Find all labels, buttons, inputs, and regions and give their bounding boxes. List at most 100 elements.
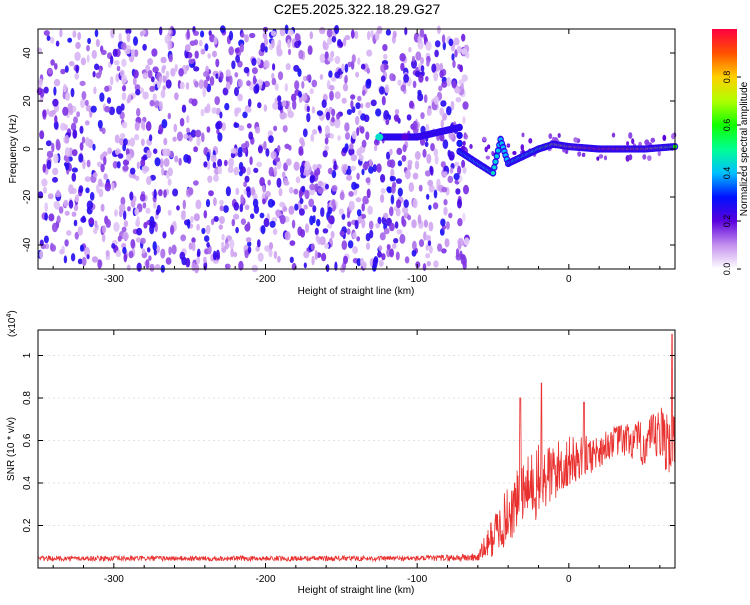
- spectrogram-cell: [291, 93, 297, 102]
- spectrogram-cell: [158, 76, 163, 84]
- spectrogram-cell: [284, 83, 288, 92]
- spectrogram-cell: [82, 159, 86, 170]
- spectrogram-cell: [342, 37, 347, 47]
- spectrogram-cell: [307, 45, 313, 55]
- spectrogram-cell: [456, 45, 462, 54]
- spectrogram-cell: [319, 74, 324, 80]
- spectrogram-cell: [243, 66, 250, 74]
- spectrogram-x-ticks: -300 -200 -100 0: [52, 29, 661, 285]
- spectrogram-cell: [329, 237, 333, 245]
- spectrogram-cell: [122, 231, 129, 241]
- spectrogram-cell: [411, 249, 417, 257]
- spectrogram-cell: [152, 66, 159, 73]
- spectrogram-cell: [271, 39, 275, 49]
- spectrogram-cell: [348, 200, 355, 211]
- spectrogram-cell: [223, 159, 228, 167]
- spectrogram-cell: [366, 49, 373, 57]
- spectrogram-cell: [394, 221, 399, 229]
- spectrogram-cell: [161, 167, 165, 176]
- spectrogram-cell: [439, 62, 444, 71]
- spectrogram-cell: [383, 212, 389, 219]
- spectrogram-cell: [126, 153, 132, 162]
- spectrogram-cell: [349, 143, 354, 150]
- spectrogram-cell: [309, 183, 316, 191]
- spectrogram-cell: [263, 37, 269, 46]
- spectrogram-cell: [247, 246, 252, 254]
- spectrogram-cell: [420, 57, 424, 65]
- spectrogram-cell: [46, 35, 51, 41]
- spectrogram-cell: [331, 185, 338, 192]
- spectrogram-cell: [403, 74, 409, 83]
- spectrogram-cell: [237, 93, 243, 102]
- spectrogram-cell: [314, 250, 318, 260]
- signal-cell: [626, 141, 630, 146]
- spectrogram-cell: [389, 148, 393, 156]
- spectrogram-cell: [397, 79, 402, 86]
- spectrogram-cell: [331, 35, 337, 43]
- spectrogram-cell: [265, 190, 271, 198]
- spectrogram-cell: [378, 245, 383, 252]
- spectrogram-cell: [365, 102, 371, 109]
- spectrogram-cell: [344, 122, 350, 132]
- spectrogram-cell: [134, 121, 140, 131]
- spectrogram-cell: [248, 131, 254, 140]
- spectrogram-cell: [437, 25, 441, 35]
- spectrogram-cell: [322, 228, 329, 234]
- signal-cell: [457, 141, 462, 146]
- spectrogram-cell: [253, 204, 260, 214]
- spectrogram-cell: [162, 231, 167, 239]
- spectrogram-cell: [334, 120, 341, 129]
- signal-cell: [521, 132, 525, 138]
- spectrogram-cell: [431, 63, 437, 73]
- spectrogram-cell: [414, 151, 421, 160]
- spectrogram-cell: [402, 144, 407, 153]
- spectrogram-cell: [324, 137, 329, 145]
- spectrogram-cell: [74, 194, 80, 203]
- snr-multiplier-exponent: 4: [6, 314, 13, 318]
- spectrogram-cell: [424, 141, 429, 148]
- spectrogram-cell: [422, 263, 427, 272]
- spectrogram-cell: [145, 64, 151, 73]
- spectrogram-cell: [78, 185, 84, 194]
- spectrogram-cell: [191, 98, 198, 107]
- spectrogram-cell: [217, 132, 223, 142]
- spectrogram-cell: [221, 122, 226, 131]
- spectrogram-cell: [425, 244, 429, 251]
- spectrogram-cell: [417, 35, 422, 44]
- spectrogram-cell: [233, 251, 238, 258]
- spectrogram-cell: [193, 213, 200, 222]
- spectrogram-cell: [79, 80, 86, 87]
- spectrogram-cell: [133, 49, 139, 57]
- spectrogram-cell: [120, 196, 126, 206]
- spectrogram-cell: [454, 49, 458, 58]
- spectrogram-cell: [460, 255, 467, 266]
- spectrogram-cell: [74, 51, 81, 61]
- spectrogram-cell: [285, 63, 291, 71]
- spectrogram-cell: [365, 242, 371, 250]
- spectrogram-cell: [326, 28, 333, 38]
- spectrogram-cell: [115, 73, 120, 83]
- spectrogram-cell: [68, 163, 72, 172]
- spectrogram-cell: [412, 198, 418, 209]
- spectrogram-cell: [355, 71, 360, 78]
- spectrogram-cell: [84, 176, 91, 183]
- spectrogram-cell: [270, 151, 277, 160]
- spectrogram-cell: [264, 245, 270, 252]
- spectrogram-cell: [73, 219, 78, 227]
- spectrogram-cell: [212, 50, 217, 58]
- spectrogram-cell: [368, 166, 374, 174]
- spectrogram-cell: [440, 161, 446, 168]
- spectrogram-cell: [140, 120, 146, 130]
- spectrogram-cell: [370, 30, 374, 38]
- spectrogram-cell: [201, 132, 205, 143]
- y-tick-label: -20: [22, 189, 33, 204]
- spectrogram-cell: [263, 59, 270, 69]
- spectrogram-cell: [183, 154, 190, 163]
- snr-panel: -300 -200 -100 0 0.2 0.4 0.6 0.8 1 Height of st…: [6, 310, 676, 596]
- spectrogram-cell: [457, 237, 464, 247]
- spectrogram-y-label: Frequency (Hz): [8, 115, 19, 184]
- spectrogram-cell: [276, 44, 281, 53]
- spectrogram-cell: [312, 164, 318, 171]
- spectrogram-cell: [324, 125, 330, 135]
- spectrogram-cell: [197, 248, 201, 257]
